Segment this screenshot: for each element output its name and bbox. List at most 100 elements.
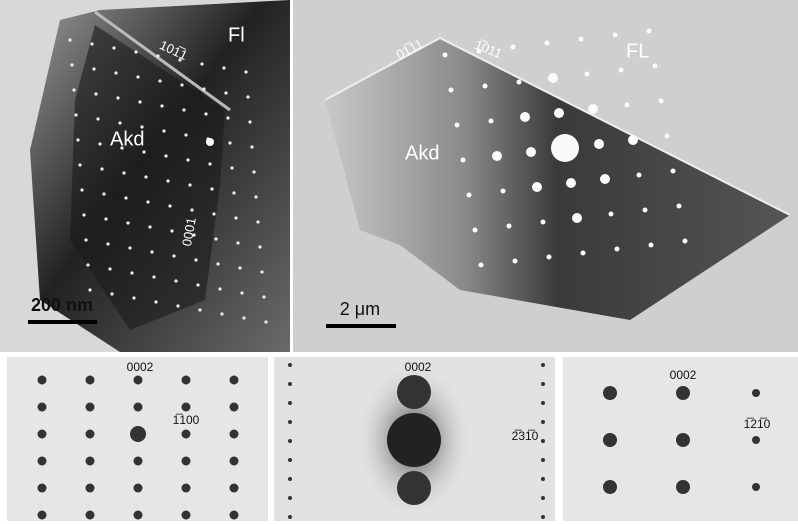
diffraction-spot <box>541 363 545 367</box>
diffraction-spot <box>625 103 630 108</box>
diffraction-spot <box>397 471 431 505</box>
diffraction-spot <box>676 386 690 400</box>
diffraction-spot <box>443 53 448 58</box>
diffraction-spot <box>541 496 545 500</box>
panel-d: 0002 2̅31̅0 <box>274 357 555 521</box>
diffraction-spot <box>98 142 101 145</box>
diffraction-spot <box>172 254 175 257</box>
figure: Fl Akd 101̅1 0001 200 nm FL Akd 01̅11 1̅… <box>0 0 798 524</box>
diffraction-spot <box>230 166 233 169</box>
diffraction-spot <box>182 430 191 439</box>
diffraction-spot <box>554 108 564 118</box>
diffraction-spot <box>288 420 292 424</box>
diffraction-spot <box>214 237 217 240</box>
diffraction-spot <box>572 213 582 223</box>
diffraction-spot <box>588 104 598 114</box>
diffraction-spot <box>134 484 143 493</box>
diffraction-spot <box>677 204 682 209</box>
panel-e: 0002 1̅21̅0 <box>563 357 798 521</box>
diffraction-spot <box>86 376 95 385</box>
diffraction-spot <box>208 162 211 165</box>
diffraction-spot <box>541 439 545 443</box>
diffraction-spot <box>551 134 579 162</box>
diffraction-spot <box>74 113 77 116</box>
diffraction-spot <box>86 511 95 520</box>
diffraction-spot <box>449 88 454 93</box>
diffraction-spot <box>566 178 576 188</box>
diffraction-spot <box>80 188 83 191</box>
diffraction-spot <box>82 213 85 216</box>
diffraction-spot <box>585 72 590 77</box>
panel-b: FL Akd 01̅11 1̅011 2 μm <box>293 0 798 352</box>
diffraction-spot <box>258 245 261 248</box>
diffraction-spot <box>186 158 189 161</box>
diffraction-spot <box>230 511 239 520</box>
diffraction-spot <box>108 267 111 270</box>
diffraction-spot <box>230 430 239 439</box>
diffraction-spot <box>110 292 113 295</box>
diffraction-spot <box>78 163 81 166</box>
panel-c: 0002 1̅100 <box>7 357 287 521</box>
diffraction-spot <box>148 225 151 228</box>
label: 1̅21̅0 <box>744 417 771 431</box>
diffraction-spot <box>541 515 545 519</box>
diffraction-spot <box>230 484 239 493</box>
diffraction-spot <box>170 229 173 232</box>
scale-label: 200 nm <box>31 295 93 315</box>
diffraction-spot <box>116 96 119 99</box>
diffraction-spot <box>547 255 552 260</box>
diffraction-spot <box>288 515 292 519</box>
diffraction-spot <box>461 158 466 163</box>
label: FL <box>626 40 649 62</box>
diffraction-spot <box>68 38 71 41</box>
diffraction-spot <box>212 212 215 215</box>
diffraction-spot <box>479 263 484 268</box>
diffraction-spot <box>86 457 95 466</box>
diffraction-spot <box>659 99 664 104</box>
diffraction-spot <box>182 457 191 466</box>
diffraction-spot <box>752 436 760 444</box>
diffraction-spot <box>198 308 201 311</box>
diffraction-spot <box>38 457 47 466</box>
diffraction-spot <box>174 279 177 282</box>
diffraction-spot <box>228 141 231 144</box>
diffraction-spot <box>122 171 125 174</box>
diffraction-spot <box>230 376 239 385</box>
diffraction-spot <box>158 79 161 82</box>
diffraction-spot <box>541 420 545 424</box>
label: 2̅31̅0 <box>512 429 539 443</box>
diffraction-spot <box>248 120 251 123</box>
diffraction-spot <box>507 224 512 229</box>
diffraction-spot <box>541 220 546 225</box>
diffraction-spot <box>190 208 193 211</box>
diffraction-spot <box>643 208 648 213</box>
diffraction-spot <box>168 204 171 207</box>
diffraction-spot <box>162 129 165 132</box>
diffraction-spot <box>72 88 75 91</box>
diffraction-spot <box>96 117 99 120</box>
diffraction-spot <box>180 83 183 86</box>
diffraction-spot <box>603 480 617 494</box>
diffraction-spot <box>541 477 545 481</box>
diffraction-spot <box>619 68 624 73</box>
diffraction-spot <box>752 389 760 397</box>
diffraction-spot <box>216 262 219 265</box>
diffraction-spot <box>647 29 652 34</box>
diffraction-spot <box>222 66 225 69</box>
diffraction-spot <box>150 250 153 253</box>
diffraction-spot <box>603 433 617 447</box>
diffraction-spot <box>232 191 235 194</box>
diffraction-spot <box>114 71 117 74</box>
diffraction-spot <box>548 73 558 83</box>
diffraction-spot <box>86 430 95 439</box>
diffraction-spot <box>288 496 292 500</box>
diffraction-spot <box>260 270 263 273</box>
diffraction-spot <box>581 251 586 256</box>
diffraction-spot <box>628 135 638 145</box>
diffraction-spot <box>250 145 253 148</box>
diffraction-spot <box>128 246 131 249</box>
diffraction-spot <box>600 174 610 184</box>
label: 0002 <box>127 360 154 374</box>
diffraction-spot <box>146 200 149 203</box>
diffraction-spot <box>653 64 658 69</box>
